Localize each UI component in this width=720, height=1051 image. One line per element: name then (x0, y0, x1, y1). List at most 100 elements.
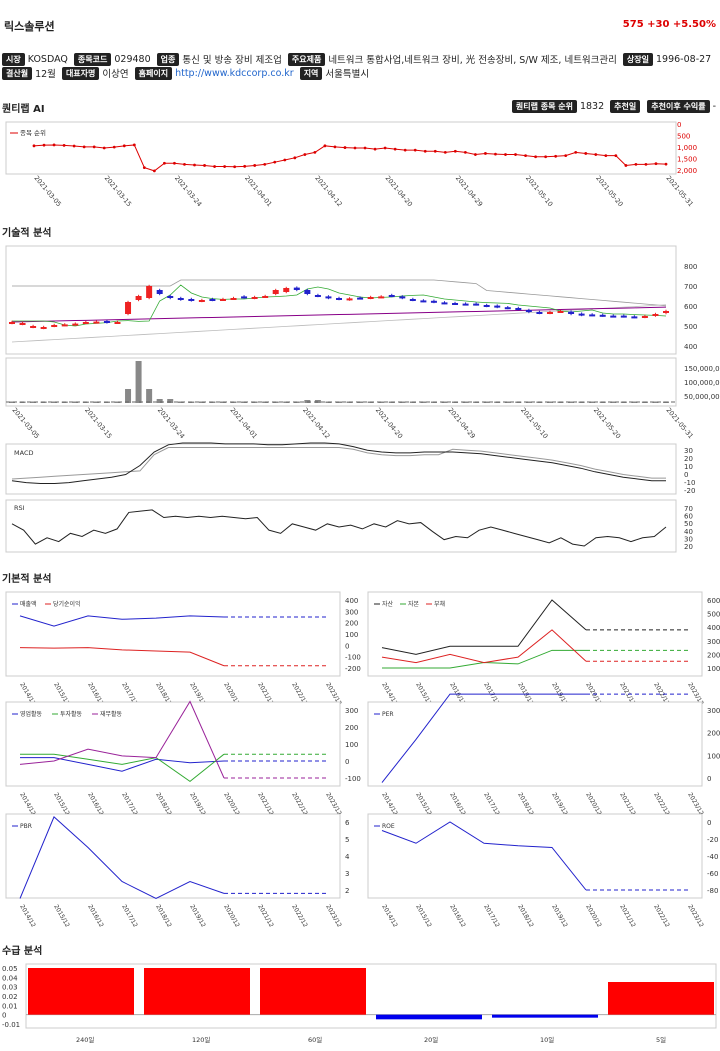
rank-label: 퀀티랩 종목 순위 (511, 100, 577, 113)
candle-body (367, 297, 374, 299)
supply-cat-3: 20일 (424, 1035, 438, 1044)
macd-signal (11, 447, 666, 480)
rank-date-2: 2021-03-24 (173, 174, 203, 208)
price-date-5: 2021-04-20 (374, 406, 404, 440)
price-date-7: 2021-05-10 (519, 406, 549, 440)
candle-body (177, 298, 184, 300)
info2-value-0: 12월 (35, 69, 56, 80)
volume-bar (167, 399, 174, 403)
rsi-y-tick-3: 40 (684, 528, 693, 536)
candle-body (19, 323, 26, 325)
fund-3-y-tick-2: 100 (707, 752, 720, 760)
volume-bar (504, 401, 511, 403)
fund-3-year-3: 2017/12 (482, 792, 501, 817)
macd-y-tick-4: -10 (684, 479, 695, 487)
fund-3-year-1: 2015/12 (414, 792, 433, 817)
candle-body (399, 296, 406, 299)
candle-body (262, 296, 269, 298)
rank-y-tick-4: 2,000 (677, 167, 697, 175)
rec-date-label: 추천일 (610, 100, 641, 113)
rsi-y-tick-2: 50 (684, 520, 693, 528)
macd-y-tick-3: 0 (684, 471, 688, 479)
fund-0-legend-0: 매출액 (20, 600, 37, 608)
fund-2-legend-2: 재무활동 (100, 710, 123, 718)
candle-body (188, 299, 195, 301)
candle-body (504, 307, 511, 310)
candle-body (462, 303, 469, 306)
macd-y-tick-5: -20 (684, 487, 695, 495)
fund-3-year-0: 2014/12 (380, 792, 399, 817)
fund-4-y-tick-3: 3 (345, 870, 349, 878)
candle-body (304, 290, 311, 294)
fund-3-year-7: 2021/12 (618, 792, 637, 817)
info1-value-4: 1996-08-27 (656, 53, 712, 65)
info2-value-2[interactable]: http://www.kdccorp.co.kr (175, 67, 294, 79)
candle-body (589, 314, 596, 317)
fund-series-매출액 (19, 615, 225, 627)
fund-4-year-2: 2016/12 (86, 904, 105, 929)
volume-bar (30, 401, 37, 403)
supply-cat-0: 240일 (76, 1035, 94, 1044)
fund-3-year-9: 2023/12 (686, 792, 705, 817)
fund-2-year-8: 2022/12 (290, 792, 309, 817)
supply-y-tick-5: 0 (2, 1012, 6, 1020)
fund-4-y-tick-1: 5 (345, 836, 349, 844)
candle-body (209, 299, 216, 301)
candle-body (40, 327, 47, 329)
rank-y-tick-1: 500 (677, 133, 690, 141)
fund-3-y-tick-0: 300 (707, 707, 720, 715)
volume-bar (198, 401, 205, 403)
fund-5-year-8: 2022/12 (652, 904, 671, 929)
fund-1-y-tick-2: 400 (707, 624, 720, 632)
candle-body (51, 325, 58, 327)
candle-body (93, 321, 100, 324)
fund-5-year-1: 2015/12 (414, 904, 433, 929)
fund-frame-4 (5, 813, 341, 899)
price-y-tick-1: 700 (684, 283, 697, 291)
volume-bar (610, 401, 617, 403)
price-date-6: 2021-04-29 (446, 406, 476, 440)
fund-5-y-tick-3: -60 (707, 870, 718, 878)
stock-name: 릭스솔루션 (4, 20, 55, 33)
price-y-tick-0: 800 (684, 263, 697, 271)
fund-2-year-1: 2015/12 (52, 792, 71, 817)
fund-3-y-tick-1: 200 (707, 730, 720, 738)
fund-0-y-tick-1: 300 (345, 608, 358, 616)
rsi-y-tick-5: 20 (684, 543, 693, 551)
fund-3-legend-0: PER (382, 711, 394, 718)
candle-body (483, 305, 490, 307)
rsi-legend: RSI (14, 504, 25, 512)
info1-value-3: 네트워크 통합사업,네트워크 장비, 光 전송장비, S/W 제조, 네트워크관… (328, 55, 617, 66)
macd-legend: MACD (14, 449, 33, 457)
section-tech-title: 기술적 분석 (2, 228, 52, 239)
rank-value: 1832 (579, 101, 605, 112)
volume-bar (177, 401, 184, 403)
fund-1-legend-2: 부채 (434, 600, 445, 608)
candle-body (293, 287, 300, 290)
rank-date-0: 2021-03-05 (32, 174, 62, 208)
rank-y-tick-0: 0 (677, 121, 681, 129)
rsi-y-tick-1: 60 (684, 513, 693, 521)
fund-1-legend-0: 자산 (382, 600, 394, 608)
info1-tag-1: 종목코드 (73, 52, 112, 66)
supply-bar-1 (144, 968, 250, 1015)
fund-2-year-3: 2017/12 (120, 792, 139, 817)
fund-1-y-tick-5: 100 (707, 665, 720, 673)
rank-y-tick-3: 1,500 (677, 156, 697, 164)
volume-bar (357, 401, 364, 403)
fund-2-year-4: 2018/12 (154, 792, 173, 817)
price-value: 575 (622, 19, 644, 30)
info-row-1: 시장 KOSDAQ 종목코드 029480 업종 통신 및 방송 장비 제조업 주요제품 네트… (2, 52, 717, 66)
supply-bar-0 (28, 968, 134, 1015)
rank-date-3: 2021-04-01 (243, 174, 273, 208)
fund-series-영업활동 (20, 757, 225, 772)
candle-body (525, 310, 532, 312)
fund-series-ROE (381, 821, 587, 891)
candle-body (241, 296, 248, 299)
fund-4-y-tick-2: 4 (345, 853, 350, 861)
candle-body (283, 288, 290, 292)
fund-2-y-tick-0: 300 (345, 707, 358, 715)
fund-2-y-tick-2: 100 (345, 741, 358, 749)
fund-series-자산 (381, 599, 587, 655)
